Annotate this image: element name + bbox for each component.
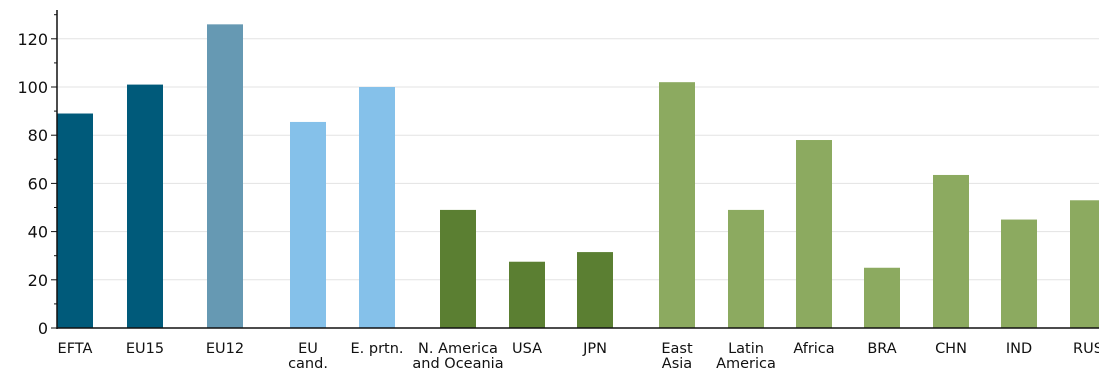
bar-eu-cand- <box>290 121 326 328</box>
bar-latin-america <box>728 209 764 328</box>
x-tick-label-ind: IND <box>1006 341 1032 357</box>
bar-africa <box>796 140 832 328</box>
x-tick-label-n-america-and-oceania: N. America and Oceania <box>412 341 503 372</box>
x-tick-label-efta: EFTA <box>58 341 93 357</box>
bar-e-prtn- <box>359 87 395 328</box>
bar-n-america-and-oceania <box>440 209 476 328</box>
x-tick-label-chn: CHN <box>935 341 967 357</box>
y-tick-label-0: 0 <box>38 319 48 338</box>
bars <box>57 24 1099 329</box>
bar-east-asia <box>659 82 695 329</box>
y-tick-label-60: 60 <box>28 174 48 193</box>
bar-eu15 <box>127 84 163 328</box>
axes <box>51 10 1099 329</box>
x-tick-label-bra: BRA <box>867 341 896 357</box>
bar-ind <box>1001 219 1037 328</box>
bar-chn <box>933 174 969 328</box>
y-tick-label-100: 100 <box>17 78 48 97</box>
bar-efta <box>57 113 93 328</box>
bar-rus <box>1070 200 1099 328</box>
x-tick-label-jpn: JPN <box>582 341 607 357</box>
x-tick-label-rus: RUS <box>1073 341 1099 357</box>
bar-bra <box>864 267 900 328</box>
y-tick-label-80: 80 <box>28 126 48 145</box>
x-tick-label-eu-cand-: EU cand. <box>288 341 328 372</box>
x-tick-label-africa: Africa <box>793 341 834 357</box>
y-tick-label-20: 20 <box>28 271 48 290</box>
x-tick-label-eu12: EU12 <box>206 341 244 357</box>
y-tick-labels: 0 20 40 60 80 100 120 <box>17 30 48 338</box>
y-tick-label-40: 40 <box>28 223 48 242</box>
bar-eu12 <box>207 24 243 329</box>
x-tick-label-e-prtn-: E. prtn. <box>350 341 403 357</box>
x-tick-label-eu15: EU15 <box>126 341 164 357</box>
bar-usa <box>509 261 545 328</box>
x-tick-label-usa: USA <box>512 341 542 357</box>
x-tick-label-east-asia: East Asia <box>661 341 693 372</box>
y-tick-label-120: 120 <box>17 30 48 49</box>
x-tick-labels: EFTA EU15 EU12 EU cand. E. prtn. N. America and… <box>58 341 1099 372</box>
bar-jpn <box>577 252 613 328</box>
x-tick-label-latin-america: Latin America <box>716 341 776 372</box>
